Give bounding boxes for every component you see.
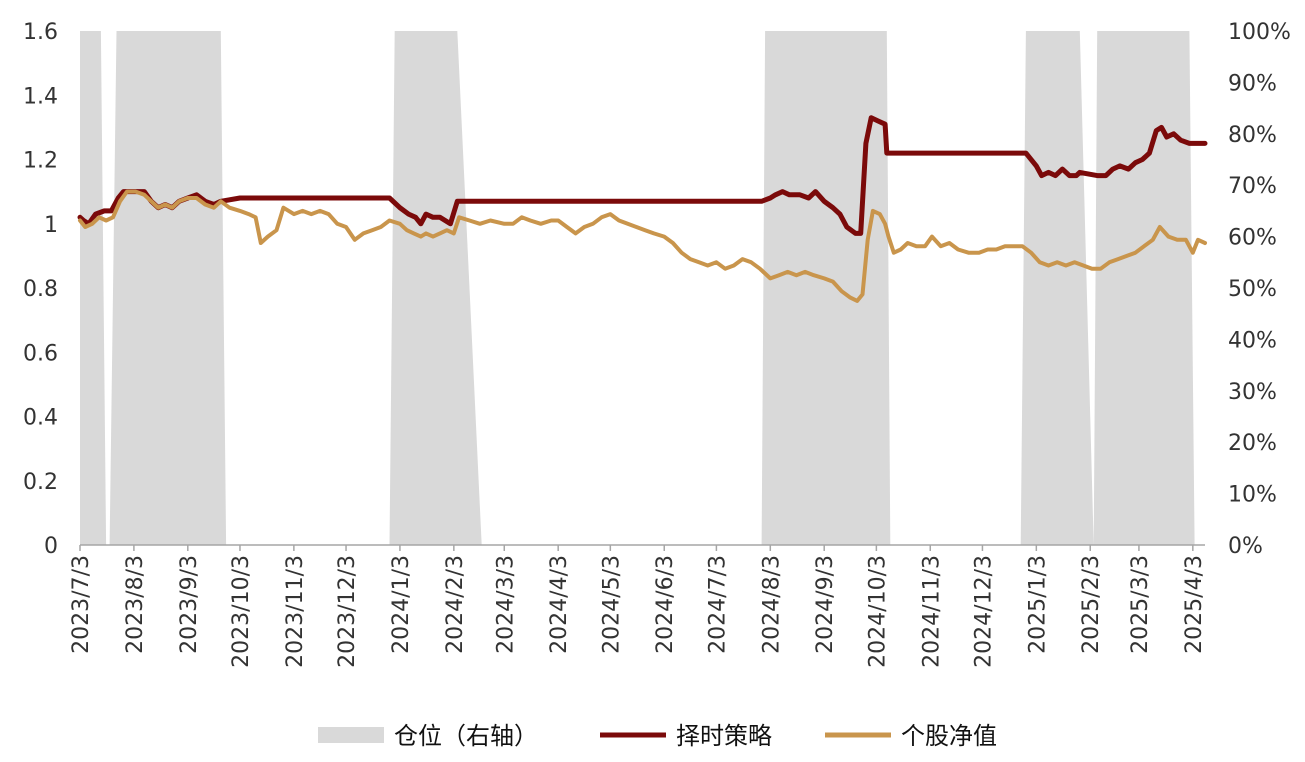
position-area-layer xyxy=(80,31,1205,545)
x-tick-label: 2024/9/3 xyxy=(813,555,838,654)
legend-label: 个股净值 xyxy=(901,722,997,750)
left-tick-label: 1 xyxy=(44,213,58,238)
right-tick-label: 0% xyxy=(1228,534,1263,559)
right-tick-label: 70% xyxy=(1228,174,1277,199)
left-tick-label: 0.2 xyxy=(23,470,58,495)
left-tick-label: 1.2 xyxy=(23,149,58,174)
x-tick-label: 2025/2/3 xyxy=(1079,555,1104,654)
left-tick-label: 0.4 xyxy=(23,406,58,431)
x-tick-label: 2023/10/3 xyxy=(229,555,254,668)
x-tick-label: 2024/7/3 xyxy=(705,555,730,654)
line-series-layer xyxy=(77,115,1208,303)
right-tick-label: 100% xyxy=(1228,20,1291,45)
left-tick-label: 0.6 xyxy=(23,341,58,366)
left-tick-label: 0.8 xyxy=(23,277,58,302)
x-tick-label: 2024/3/3 xyxy=(493,555,518,654)
right-tick-label: 60% xyxy=(1228,226,1277,251)
x-tick-label: 2025/4/3 xyxy=(1182,555,1207,654)
x-tick-label: 2024/6/3 xyxy=(653,555,678,654)
x-tick-label: 2024/1/3 xyxy=(389,555,414,654)
right-tick-label: 30% xyxy=(1228,380,1277,405)
x-tick-label: 2025/1/3 xyxy=(1025,555,1050,654)
legend-swatch-position xyxy=(318,727,384,743)
legend-label: 择时策略 xyxy=(676,722,772,750)
axes xyxy=(79,544,1205,551)
legend-label: 仓位（右轴） xyxy=(394,722,538,750)
x-tick-label: 2024/10/3 xyxy=(865,555,890,668)
right-axis-tick-labels: 0% 10% 20% 30% 40% 50% 60% 70% 80% 90% 100% xyxy=(1228,20,1291,559)
x-tick-label: 2024/4/3 xyxy=(547,555,572,654)
x-tick-label: 2024/8/3 xyxy=(759,555,784,654)
left-tick-label: 1.6 xyxy=(23,20,58,45)
x-tick-label: 2024/11/3 xyxy=(919,555,944,668)
x-tick-label: 2023/11/3 xyxy=(283,555,308,668)
right-tick-label: 50% xyxy=(1228,277,1277,302)
stock-nav-line xyxy=(78,189,1207,303)
x-tick-label: 2024/12/3 xyxy=(971,555,996,668)
x-tick-label: 2024/2/3 xyxy=(443,555,468,654)
x-tick-label: 2023/8/3 xyxy=(123,555,148,654)
right-tick-label: 20% xyxy=(1228,431,1277,456)
left-tick-label: 1.4 xyxy=(23,84,58,109)
left-tick-label: 0 xyxy=(44,534,58,559)
legend: 仓位（右轴） 择时策略 个股净值 xyxy=(318,722,997,750)
right-tick-label: 40% xyxy=(1228,328,1277,353)
x-axis-tick-labels: 2023/7/3 2023/8/3 2023/9/3 2023/10/3 2023/11… xyxy=(69,555,1207,668)
right-tick-label: 10% xyxy=(1228,483,1277,508)
x-tick-label: 2023/7/3 xyxy=(69,555,94,654)
left-axis-tick-labels: 0 0.2 0.4 0.6 0.8 1 1.2 1.4 1.6 xyxy=(23,20,58,559)
position-area xyxy=(80,31,1205,545)
x-tick-label: 2025/3/3 xyxy=(1128,555,1153,654)
x-tick-label: 2023/12/3 xyxy=(335,555,360,668)
x-tick-label: 2024/5/3 xyxy=(599,555,624,654)
x-tick-label: 2023/9/3 xyxy=(177,555,202,654)
right-tick-label: 80% xyxy=(1228,123,1277,148)
right-tick-label: 90% xyxy=(1228,71,1277,96)
